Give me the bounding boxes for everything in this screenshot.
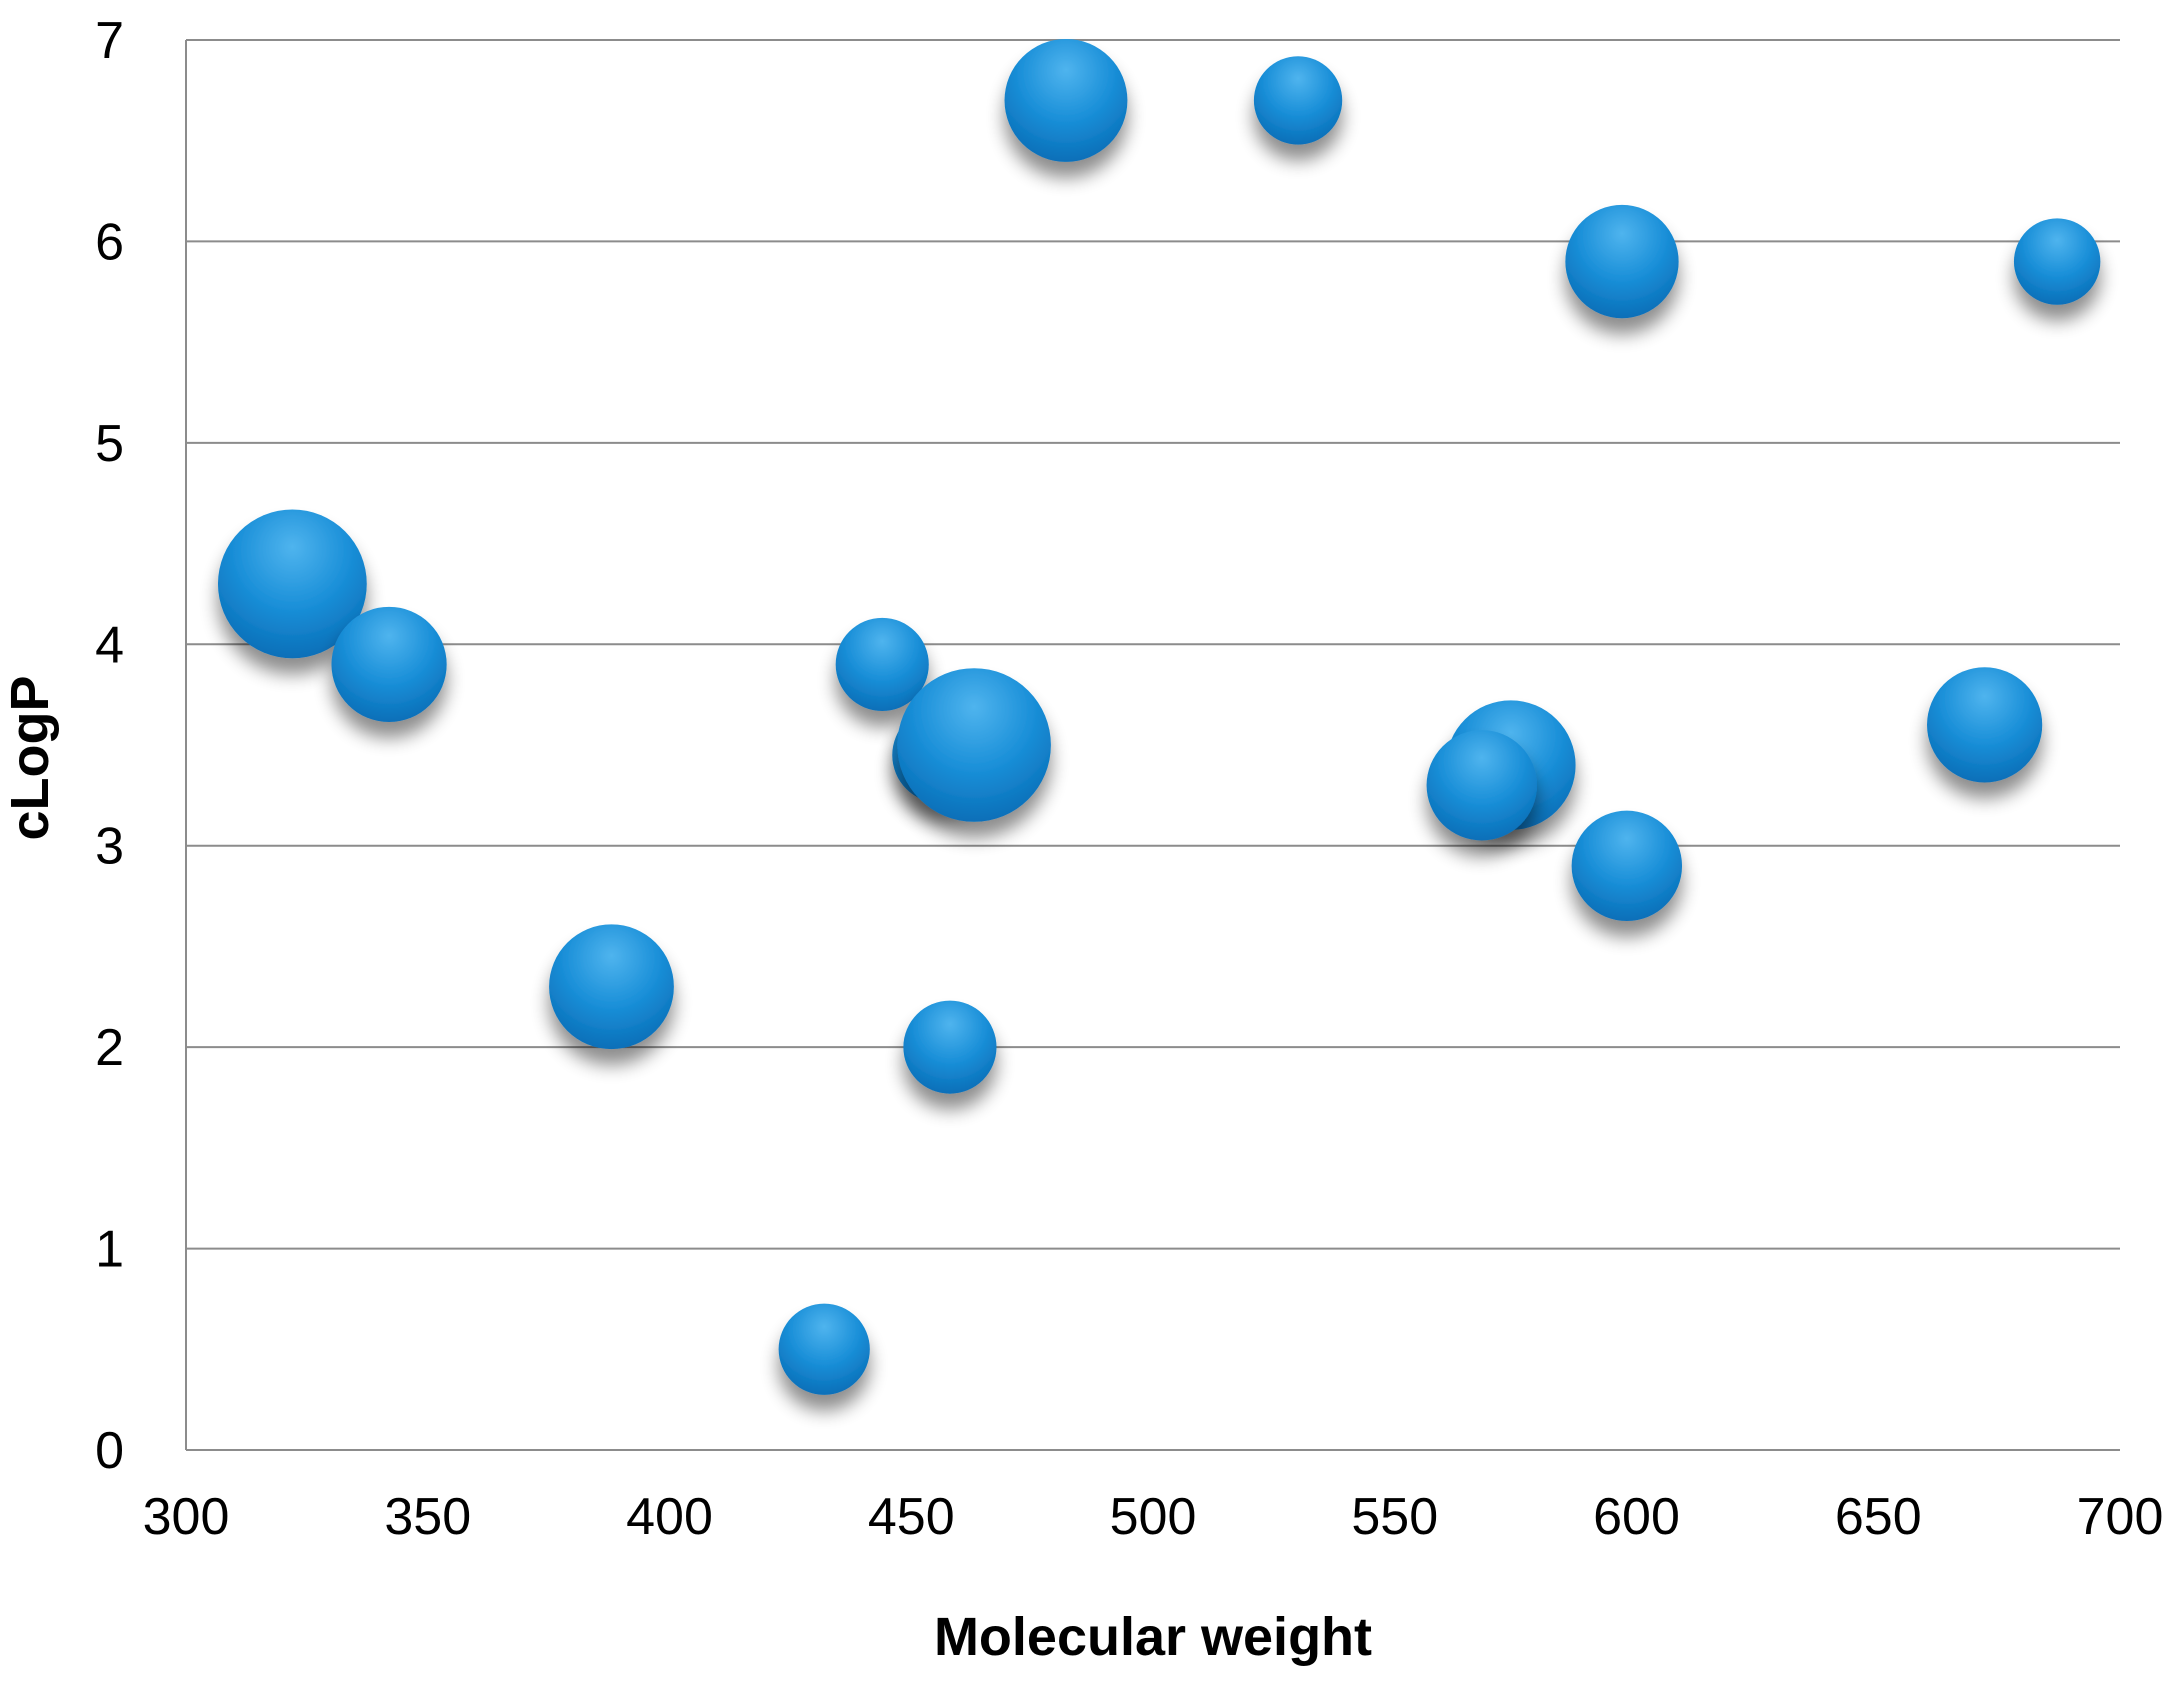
y-tick-label: 1	[95, 1221, 124, 1279]
x-tick-label: 400	[626, 1488, 713, 1546]
y-tick-label: 0	[95, 1422, 124, 1480]
data-point	[217, 509, 367, 659]
data-points	[217, 38, 2101, 1395]
data-point	[903, 1000, 997, 1094]
axis-layer	[185, 40, 2120, 1451]
x-tick-label: 600	[1593, 1488, 1680, 1546]
data-point	[1426, 730, 1537, 841]
x-axis-title: Molecular weight	[934, 1607, 1372, 1667]
y-tick-label: 5	[95, 415, 124, 473]
y-tick-labels: 0 1 2 3 4 5 6 7	[95, 12, 124, 1480]
y-tick-label: 4	[95, 616, 124, 674]
data-point	[897, 668, 1051, 822]
data-point	[2013, 218, 2101, 305]
x-tick-label: 350	[384, 1488, 471, 1546]
y-tick-label: 3	[95, 818, 124, 876]
data-point	[1004, 38, 1128, 162]
y-tick-label: 2	[95, 1019, 124, 1077]
data-point	[1253, 56, 1343, 145]
x-tick-label: 500	[1110, 1488, 1197, 1546]
y-axis-title: cLogP	[0, 675, 60, 840]
x-tick-label: 700	[2077, 1488, 2164, 1546]
data-point	[331, 606, 447, 723]
data-point	[835, 617, 929, 711]
data-point	[549, 924, 674, 1050]
x-tick-label: 650	[1835, 1488, 1922, 1546]
grid-layer	[186, 39, 2120, 1250]
x-tick-label: 550	[1351, 1488, 1438, 1546]
x-tick-label: 300	[143, 1488, 230, 1546]
data-point	[1927, 667, 2043, 783]
data-point	[778, 1303, 870, 1395]
data-point	[1571, 810, 1683, 922]
y-tick-label: 7	[95, 12, 124, 70]
data-point	[1565, 204, 1679, 319]
y-tick-label: 6	[95, 213, 124, 271]
x-tick-label: 450	[868, 1488, 955, 1546]
x-tick-labels: 300 350 400 450 500 550 600 650 700	[143, 1488, 2164, 1546]
